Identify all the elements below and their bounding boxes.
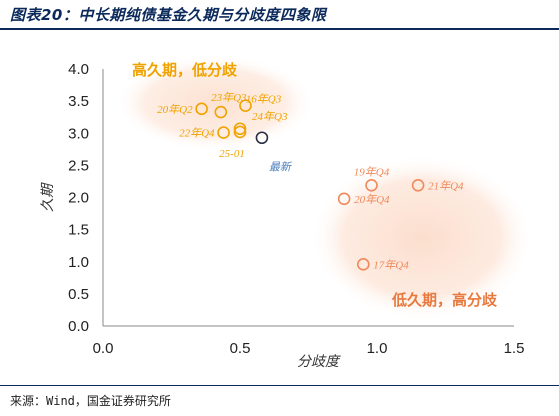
- title-rule: [0, 28, 559, 30]
- data-point: [255, 131, 269, 145]
- data-point-label: 20年Q4: [354, 193, 390, 206]
- data-point: [356, 258, 370, 271]
- data-point: [217, 126, 230, 139]
- region-highlight-bottom-right: [310, 155, 534, 321]
- x-tick-label: 1.5: [504, 340, 525, 357]
- y-tick-label: 3.5: [68, 93, 89, 110]
- data-point-label: 19年Q4: [354, 165, 390, 178]
- data-point-label: 17年Q4: [373, 258, 409, 271]
- y-tick-label: 2.5: [68, 157, 89, 174]
- data-point: [337, 192, 351, 206]
- data-point-label: 最新: [269, 161, 293, 174]
- footer-rule: [0, 385, 559, 386]
- x-axis-label: 分歧度: [297, 354, 341, 370]
- data-point-label: 24年Q3: [252, 110, 288, 123]
- scatter-chart: 高久期，低分歧 低久期，高分歧 0.0 0.5 1.0 1.5 2.0 2.5 3.0 3.5…: [40, 55, 534, 370]
- page-title: 图表20：中长期纯债基金久期与分歧度四象限: [10, 6, 327, 24]
- source-note: 来源：Wind，国金证券研究所: [10, 394, 171, 408]
- data-point: [233, 122, 247, 136]
- data-point-label: 21年Q4: [428, 179, 464, 192]
- y-tick-label: 1.0: [68, 254, 89, 271]
- region-label-top-left: 高久期，低分歧: [132, 61, 238, 79]
- y-tick-label: 3.0: [68, 125, 89, 142]
- data-point: [195, 102, 208, 116]
- data-point: [365, 178, 378, 192]
- y-tick-label: 1.5: [68, 222, 89, 239]
- data-point: [239, 99, 252, 112]
- x-tick-label: 0.5: [230, 340, 251, 357]
- y-tick-label: 4.0: [68, 61, 89, 78]
- y-tick-label: 0.0: [68, 318, 89, 335]
- data-point-label: 25-01: [219, 148, 245, 160]
- y-axis-label: 久期: [40, 182, 56, 212]
- data-point: [411, 178, 425, 192]
- data-point-label: 23年Q3: [211, 91, 247, 104]
- data-point-label: 16年Q3: [246, 93, 282, 106]
- data-point-label: 22年Q4: [179, 127, 215, 140]
- region-highlight-top-left: [115, 55, 315, 151]
- data-point: [214, 105, 228, 119]
- data-point: [233, 125, 247, 139]
- y-tick-label: 0.5: [68, 286, 89, 303]
- region-label-bottom-right: 低久期，高分歧: [391, 291, 498, 309]
- data-point-label: 20年Q2: [157, 103, 193, 116]
- y-tick-label: 2.0: [68, 190, 89, 207]
- x-tick-label: 0.0: [93, 340, 114, 357]
- x-tick-label: 1.0: [367, 340, 388, 357]
